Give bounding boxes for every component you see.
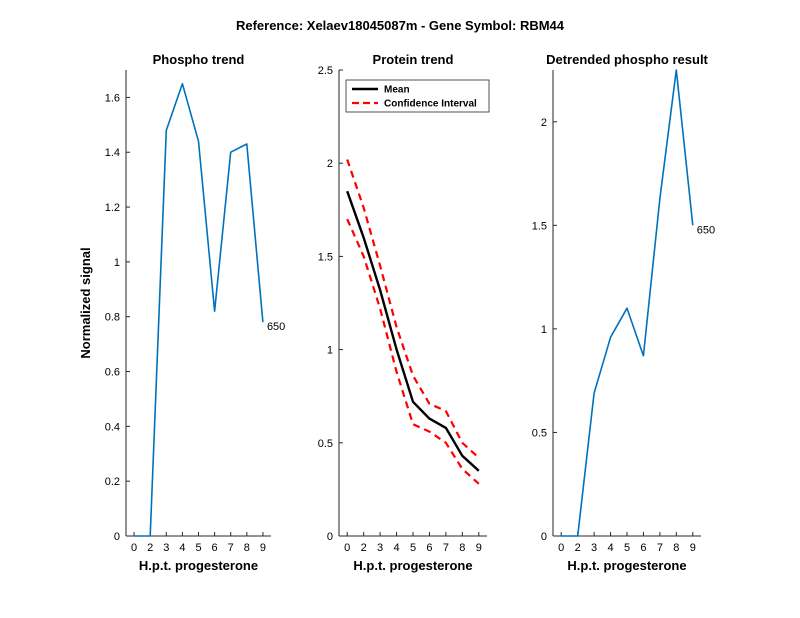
detrended-phospho-annotation: 650: [697, 224, 715, 236]
protein-trend-x-tick-label: 2: [361, 542, 367, 554]
detrended-phospho-series-line: [561, 69, 694, 537]
phospho-trend-y-tick-label: 0.8: [105, 312, 120, 324]
phospho-trend-x-tick-label: 3: [163, 542, 169, 554]
detrended-phospho-x-tick-label: 3: [591, 542, 597, 554]
phospho-trend-y-tick-label: 0.4: [105, 421, 120, 433]
phospho-trend-y-tick-label: 1.2: [105, 202, 120, 214]
protein-trend-title: Protein trend: [373, 52, 454, 67]
protein-trend-ci-line: [346, 159, 480, 459]
phospho-trend-y-axis-label: Normalized signal: [78, 247, 93, 358]
phospho-trend-x-tick-label: 4: [179, 542, 185, 554]
phospho-trend-title: Phospho trend: [153, 52, 245, 67]
protein-trend-y-tick-label: 2.5: [318, 65, 333, 77]
detrended-phospho-title: Detrended phospho result: [546, 52, 708, 67]
phospho-trend-y-tick-label: 0: [114, 531, 120, 543]
phospho-trend-x-tick-label: 8: [244, 542, 250, 554]
detrended-phospho-x-axis-label: H.p.t. progesterone: [567, 558, 686, 573]
protein-trend-x-tick-label: 8: [459, 542, 465, 554]
protein-trend-legend-mean-label: Mean: [384, 85, 410, 96]
protein-trend-x-tick-label: 6: [426, 542, 432, 554]
detrended-phospho-x-tick-label: 0: [558, 542, 564, 554]
phospho-trend-y-tick-label: 1: [114, 257, 120, 269]
detrended-phospho-y-tick-label: 0.5: [532, 427, 547, 439]
figure-suptitle: Reference: Xelaev18045087m - Gene Symbol…: [236, 18, 565, 33]
protein-trend-y-tick-label: 2: [327, 158, 333, 170]
protein-trend-x-tick-label: 5: [410, 542, 416, 554]
protein-trend-x-tick-label: 0: [344, 542, 350, 554]
detrended-phospho-y-tick-label: 1.5: [532, 220, 547, 232]
phospho-trend-x-tick-label: 7: [228, 542, 234, 554]
protein-trend-y-tick-label: 1.5: [318, 251, 333, 263]
phospho-trend-x-tick-label: 9: [260, 542, 266, 554]
detrended-phospho-x-tick-label: 5: [624, 542, 630, 554]
protein-trend-x-tick-label: 4: [393, 542, 399, 554]
detrended-phospho-x-tick-label: 8: [673, 542, 679, 554]
phospho-trend-x-tick-label: 6: [212, 542, 218, 554]
detrended-phospho-x-tick-label: 9: [690, 542, 696, 554]
protein-trend-y-tick-label: 0: [327, 531, 333, 543]
phospho-trend-series-line: [134, 82, 264, 537]
detrended-phospho-x-tick-label: 4: [607, 542, 613, 554]
phospho-trend-x-tick-label: 0: [131, 542, 137, 554]
detrended-phospho-x-tick-label: 6: [640, 542, 646, 554]
detrended-phospho-x-tick-label: 7: [657, 542, 663, 554]
protein-trend-x-tick-label: 3: [377, 542, 383, 554]
detrended-phospho-y-tick-label: 1: [541, 324, 547, 336]
detrended-phospho-x-tick-label: 2: [575, 542, 581, 554]
phospho-trend-y-tick-label: 0.2: [105, 476, 120, 488]
protein-trend-x-axis-label: H.p.t. progesterone: [353, 558, 472, 573]
protein-trend-legend-box: [345, 79, 490, 113]
protein-trend-x-tick-label: 9: [476, 542, 482, 554]
phospho-trend-x-tick-label: 5: [195, 542, 201, 554]
phospho-trend-y-tick-label: 1.4: [105, 147, 120, 159]
detrended-phospho-y-tick-label: 2: [541, 117, 547, 129]
phospho-trend-y-tick-label: 0.6: [105, 367, 120, 379]
phospho-trend-x-axis-label: H.p.t. progesterone: [139, 558, 258, 573]
phospho-trend-annotation: 650: [267, 321, 285, 333]
phospho-trend-y-tick-label: 1.6: [105, 92, 120, 104]
protein-trend-mean-line: [346, 190, 480, 472]
protein-trend-legend-ci-label: Confidence Interval: [384, 99, 477, 110]
protein-trend-y-tick-label: 0.5: [318, 438, 333, 450]
detrended-phospho-y-tick-label: 0: [541, 531, 547, 543]
protein-trend-x-tick-label: 7: [443, 542, 449, 554]
phospho-trend-x-tick-label: 2: [147, 542, 153, 554]
protein-trend-y-tick-label: 1: [327, 345, 333, 357]
